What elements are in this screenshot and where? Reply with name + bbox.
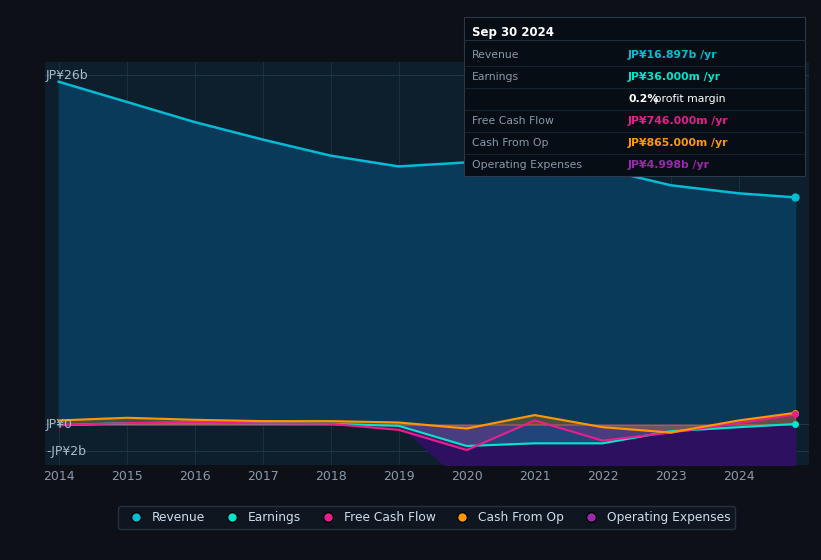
Text: profit margin: profit margin (651, 94, 726, 104)
Text: JP¥746.000m /yr: JP¥746.000m /yr (628, 116, 729, 126)
Text: Cash From Op: Cash From Op (472, 138, 548, 148)
Text: -JP¥2b: -JP¥2b (46, 445, 86, 458)
Text: JP¥36.000m /yr: JP¥36.000m /yr (628, 72, 721, 82)
Legend: Revenue, Earnings, Free Cash Flow, Cash From Op, Operating Expenses: Revenue, Earnings, Free Cash Flow, Cash … (118, 506, 736, 529)
Text: Free Cash Flow: Free Cash Flow (472, 116, 554, 126)
Text: Revenue: Revenue (472, 50, 520, 60)
Text: JP¥16.897b /yr: JP¥16.897b /yr (628, 50, 718, 60)
Text: Operating Expenses: Operating Expenses (472, 160, 582, 170)
Text: JP¥4.998b /yr: JP¥4.998b /yr (628, 160, 710, 170)
Text: 0.2%: 0.2% (628, 94, 658, 104)
Text: Sep 30 2024: Sep 30 2024 (472, 26, 554, 39)
Text: JP¥0: JP¥0 (46, 418, 73, 431)
Text: JP¥26b: JP¥26b (46, 68, 89, 82)
Text: Earnings: Earnings (472, 72, 519, 82)
Text: JP¥865.000m /yr: JP¥865.000m /yr (628, 138, 728, 148)
